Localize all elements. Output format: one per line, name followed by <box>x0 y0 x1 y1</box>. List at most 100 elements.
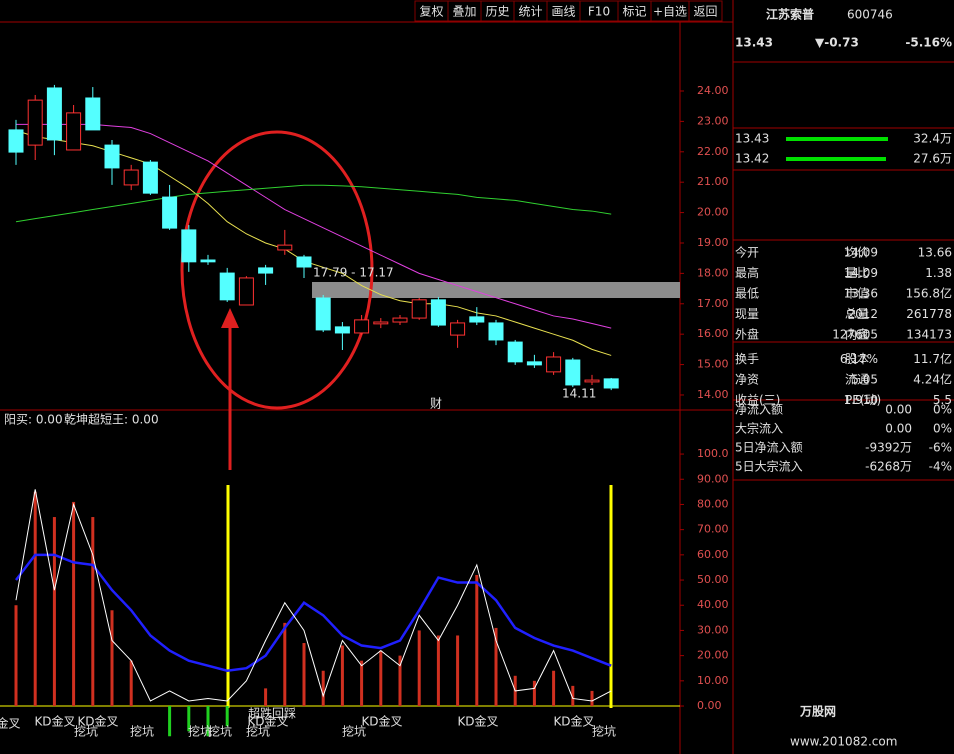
stat-value: 13.66 <box>918 246 952 260</box>
candle-body <box>354 319 370 334</box>
toolbar-button[interactable] <box>688 0 723 22</box>
stock-name: 江苏索普 <box>766 7 814 22</box>
stat-label: 最高 <box>735 265 759 280</box>
annotation: 14.11 <box>562 387 596 401</box>
toolbar-label: 历史 <box>485 5 509 19</box>
stat-value: 127605 <box>832 328 878 342</box>
indicator-bar <box>283 622 287 707</box>
signal-label: 挖坑 <box>342 724 366 739</box>
signal-label: KD金叉 <box>34 714 75 729</box>
y-tick-label: 20.00 <box>697 649 729 662</box>
flow-value: -9392万 <box>865 441 912 455</box>
stat-value: 11.7亿 <box>913 351 952 366</box>
stat-label: 量比 <box>845 266 869 280</box>
candle-body <box>258 267 274 274</box>
order-volume-bar <box>786 137 888 141</box>
flow-pct: -4% <box>929 460 952 474</box>
candle-body <box>603 378 619 389</box>
indicator-bar <box>436 635 440 707</box>
stat-label: PE(动) <box>845 393 881 407</box>
y-tick-label: 22.00 <box>697 145 729 158</box>
signal-label: KD金叉 <box>457 714 498 729</box>
y-tick-label: 17.00 <box>697 297 729 310</box>
candle-body <box>66 112 82 151</box>
indicator-bar <box>225 706 229 727</box>
indicator-bar <box>33 491 37 707</box>
indicator-bar <box>590 690 594 707</box>
stat-value: 14.09 <box>844 266 878 280</box>
stat-label: 内盘 <box>845 327 869 342</box>
stat-value: 14.09 <box>844 246 878 260</box>
stock-code: 600746 <box>847 8 893 22</box>
signal-label: 挖坑 <box>592 724 616 739</box>
indicator-bar <box>475 575 479 707</box>
flow-value: 0.00 <box>885 422 912 436</box>
stat-label: 总量 <box>845 307 869 321</box>
stat-label: 股本 <box>845 352 869 366</box>
indicator-line <box>15 553 612 673</box>
y-tick-label: 100.0 <box>697 447 729 460</box>
stat-label: 今开 <box>735 245 759 260</box>
flow-label: 净流入额 <box>735 403 783 417</box>
flow-value: -6268万 <box>865 460 912 474</box>
indicator-bar <box>187 706 191 732</box>
candle-body <box>8 129 24 153</box>
indicator-subtitle: 阳买: 0.00 <box>4 413 63 427</box>
stat-label: 收益(三) <box>735 393 780 407</box>
change: ▼-0.73 <box>815 36 859 50</box>
indicator-bar <box>302 643 306 707</box>
moving-average <box>15 184 612 223</box>
flow-pct: 0% <box>933 422 952 436</box>
change-pct: -5.16% <box>905 36 952 50</box>
moving-average <box>16 123 612 329</box>
candle-body <box>469 316 485 323</box>
stat-value: 1.910 <box>844 393 878 407</box>
watermark-url: www.201082.com <box>790 735 897 749</box>
indicator-line <box>15 489 612 702</box>
order-price: 13.43 <box>735 132 769 146</box>
y-tick-label: 24.00 <box>697 84 729 97</box>
signal-label: KD金叉 <box>247 714 288 729</box>
stat-value: 5.5 <box>933 393 952 407</box>
candle-body <box>27 99 43 146</box>
indicator-bar <box>321 670 325 707</box>
flow-label: 5日净流入额 <box>735 441 803 455</box>
annotation: 17.79 - 17.17 <box>313 266 394 280</box>
indicator-bar <box>494 627 498 707</box>
candle-body <box>46 87 62 141</box>
y-tick-label: 0.00 <box>697 699 722 712</box>
flow-label: 大宗流入 <box>735 421 783 436</box>
candle-body <box>162 196 178 229</box>
stat-value: 261778 <box>906 307 952 321</box>
flow-label: 5日大宗流入 <box>735 459 803 474</box>
signal-label: 挖坑 <box>246 724 270 739</box>
stat-label: 换手 <box>735 352 759 366</box>
stat-value: 1.38 <box>925 266 952 280</box>
indicator-bar <box>91 517 95 707</box>
stat-label: 外盘 <box>735 327 759 342</box>
y-tick-label: 16.00 <box>697 327 729 340</box>
signal-label: 超跌回踩 <box>248 706 296 721</box>
indicator-bar <box>72 501 76 707</box>
candle-body <box>277 244 293 251</box>
candle-body <box>392 317 408 323</box>
indicator-bar <box>264 688 268 707</box>
signal-label: KD金叉 <box>553 714 594 729</box>
toolbar-label: 统计 <box>518 5 542 19</box>
y-tick-label: 20.00 <box>697 206 729 219</box>
indicator-bar <box>571 685 575 707</box>
stat-value: 5.05 <box>851 373 878 387</box>
stat-label: 均价 <box>845 246 869 260</box>
indicator-bar <box>14 605 18 707</box>
order-volume-bar <box>786 157 886 161</box>
y-tick-label: 60.00 <box>697 548 729 561</box>
stat-value: 134173 <box>906 328 952 342</box>
stat-label: 净资 <box>735 373 759 387</box>
signal-label: 挖坑 <box>74 724 98 739</box>
stat-label: 最低 <box>735 287 759 301</box>
candle-body <box>219 272 235 301</box>
indicator-bar <box>129 660 133 707</box>
indicator-bar <box>398 655 402 707</box>
indicator-title: 乾坤超短王: 0.00 <box>64 412 159 427</box>
